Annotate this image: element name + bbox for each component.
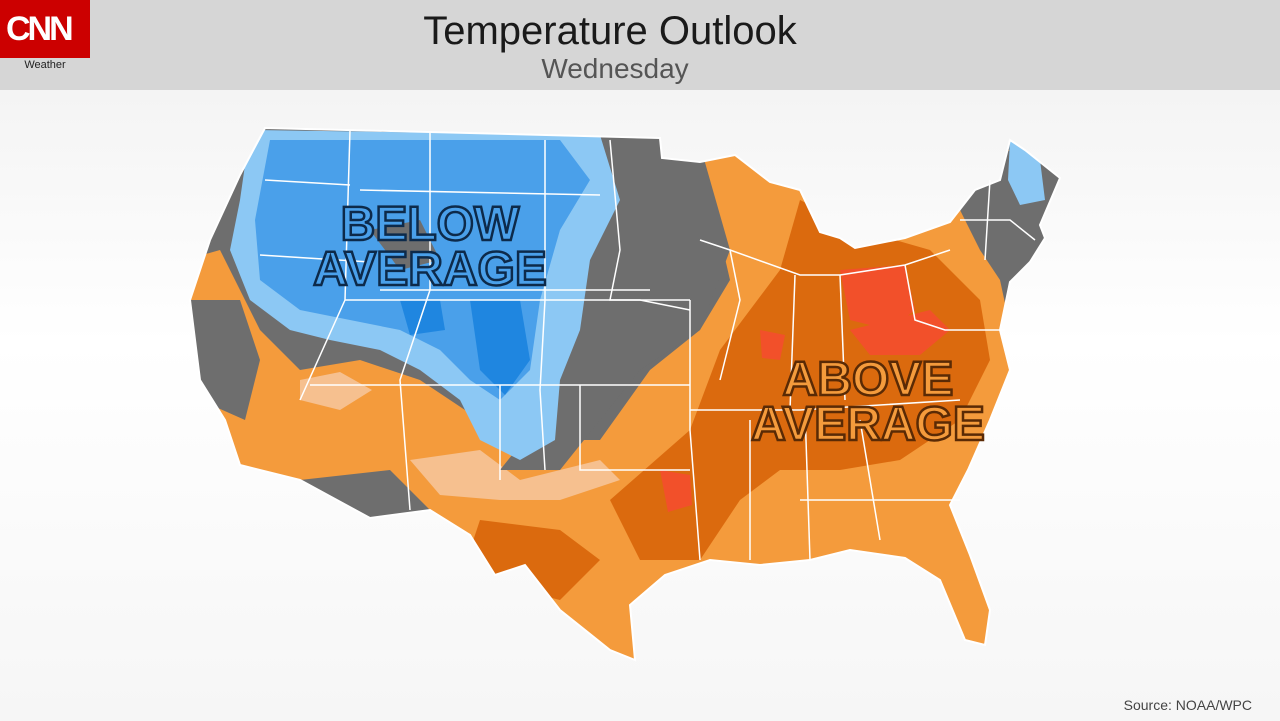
cnn-logo-text: CNN [6, 10, 74, 48]
cnn-logo: CNN [0, 0, 90, 58]
state-border [984, 179, 991, 261]
above-max-area [850, 310, 950, 355]
state-border [359, 189, 601, 196]
near-normal-area [190, 300, 260, 420]
above-average-label-line2: AVERAGE [751, 398, 985, 451]
near-normal-area [500, 145, 730, 470]
state-border [539, 140, 546, 471]
state-borders [259, 129, 1036, 561]
state-border [264, 179, 351, 186]
state-border [804, 409, 811, 561]
state-border [960, 219, 1036, 241]
above-max-patch [760, 330, 785, 360]
source-credit: Source: NOAA/WPC [1123, 697, 1252, 713]
state-border [839, 274, 846, 401]
state-border [690, 399, 961, 411]
map-area: BELOW AVERAGE ABOVE AVERAGE Source: NOAA… [0, 90, 1280, 721]
state-border [689, 300, 701, 561]
header-bar: CNN Weather Temperature Outlook Wednesda… [0, 0, 1280, 90]
state-border [399, 132, 431, 511]
state-border [259, 254, 371, 263]
page-title: Temperature Outlook [423, 9, 797, 53]
below-average-label-line1: BELOW [341, 198, 520, 251]
above-average-label-line1: ABOVE [783, 353, 954, 406]
above-light-patch [410, 450, 620, 500]
near-normal-patch [370, 220, 440, 270]
state-border [699, 239, 741, 381]
state-border [859, 419, 881, 541]
above-max-area [840, 265, 915, 330]
below-average-label-line2: AVERAGE [313, 243, 547, 296]
above-max-patch [660, 470, 692, 512]
above-light-patch [300, 372, 372, 410]
state-border [609, 139, 691, 311]
below-dark-area [400, 300, 445, 335]
state-border [789, 274, 796, 411]
below-maine-area [1008, 140, 1045, 205]
logo-subtitle: Weather [24, 59, 66, 71]
us-temperature-map: BELOW AVERAGE ABOVE AVERAGE [189, 127, 1061, 661]
state-border [904, 264, 1005, 331]
page-subtitle: Wednesday [541, 53, 689, 84]
below-dark-area [470, 300, 530, 395]
map-labels: BELOW AVERAGE ABOVE AVERAGE [312, 197, 986, 453]
state-border [579, 385, 690, 471]
